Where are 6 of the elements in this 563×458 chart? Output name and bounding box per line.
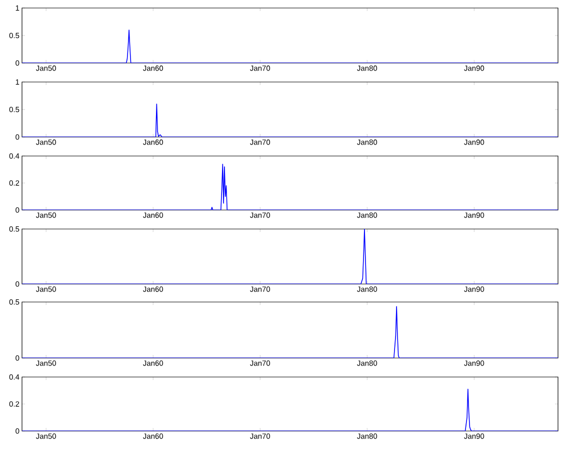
line-series — [22, 30, 558, 63]
line-series — [22, 228, 558, 284]
line-series — [22, 388, 558, 431]
line-series — [22, 306, 558, 358]
line-series — [22, 164, 558, 210]
line-series — [22, 104, 558, 137]
